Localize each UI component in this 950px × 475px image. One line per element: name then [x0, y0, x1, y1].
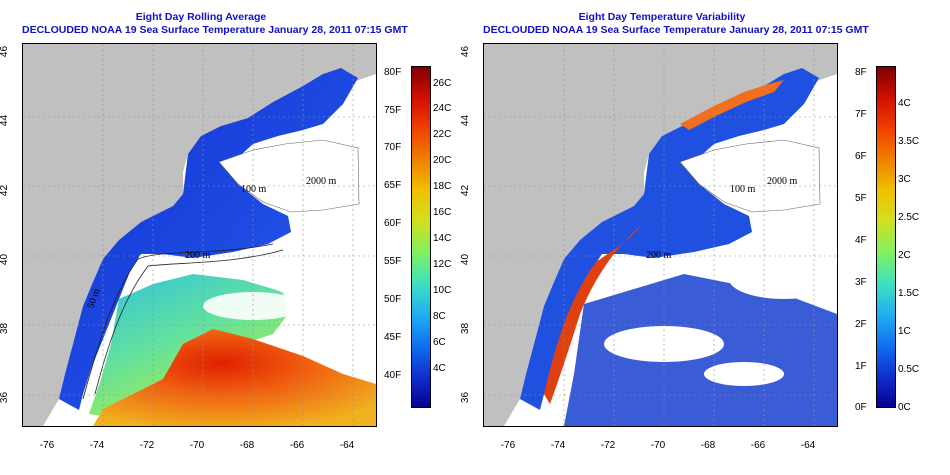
colorbar-f-label: 40F — [384, 370, 402, 381]
high-variability — [544, 214, 649, 404]
colorbar-c-label: 4C — [898, 98, 911, 109]
lat-tick-label: 44 — [460, 114, 472, 127]
lon-tick-label: -76 — [39, 440, 55, 451]
colorbar-f-label: 3F — [855, 277, 867, 288]
colorbar-f-label: 60F — [384, 218, 402, 229]
lon-tick-label: -76 — [500, 440, 516, 451]
lon-tick-label: -66 — [289, 440, 305, 451]
cold-water — [59, 68, 358, 410]
lat-tick-label: 38 — [0, 322, 11, 335]
lon-tick-label: -70 — [189, 440, 205, 451]
land-mass — [23, 44, 376, 426]
right-title: Eight Day Temperature Variability — [578, 11, 746, 23]
lon-tick-label: -72 — [600, 440, 616, 451]
colorbar-f-label: 50F — [384, 294, 402, 305]
colorbar-f-label: 7F — [855, 109, 867, 120]
right-map-image: 100 m 2000 m 200 m — [484, 44, 837, 426]
left-map: 100 m 2000 m 200 m 50 m — [22, 43, 377, 427]
colorbar-c-label: 20C — [433, 155, 452, 166]
lon-tick-label: -66 — [750, 440, 766, 451]
colorbar-c-label: 3C — [898, 174, 911, 185]
lon-tick-label: -68 — [239, 440, 255, 451]
lat-tick-label: 46 — [0, 45, 11, 58]
lon-tick-label: -74 — [550, 440, 566, 451]
lon-tick-label: -68 — [700, 440, 716, 451]
lat-tick-label: 42 — [0, 184, 11, 197]
right-subtitle: DECLOUDED NOAA 19 Sea Surface Temperatur… — [483, 24, 869, 36]
land-mass — [484, 44, 837, 426]
colorbar-f-label: 8F — [855, 67, 867, 78]
lon-tick-label: -72 — [139, 440, 155, 451]
colorbar-c-label: 24C — [433, 103, 452, 114]
left-subtitle: DECLOUDED NOAA 19 Sea Surface Temperatur… — [22, 24, 408, 36]
lat-tick-label: 38 — [460, 322, 472, 335]
lon-tick-label: -70 — [650, 440, 666, 451]
colorbar-c-label: 4C — [433, 363, 446, 374]
colorbar-f-label: 45F — [384, 332, 402, 343]
lon-tick-label: -74 — [89, 440, 105, 451]
colorbar-c-label: 2C — [898, 250, 911, 261]
lat-tick-label: 36 — [0, 391, 11, 404]
colorbar-c-label: 16C — [433, 207, 452, 218]
colorbar-f-label: 55F — [384, 256, 402, 267]
lat-tick-label: 40 — [0, 253, 11, 266]
right-colorbar — [876, 66, 896, 408]
colorbar-c-label: 10C — [433, 285, 452, 296]
colorbar-f-label: 80F — [384, 67, 402, 78]
colorbar-c-label: 22C — [433, 129, 452, 140]
colorbar-f-label: 6F — [855, 151, 867, 162]
variability-field — [520, 68, 819, 410]
colorbar-c-label: 14C — [433, 233, 452, 244]
contour-label: 100 m — [730, 184, 756, 195]
lat-tick-label: 42 — [460, 184, 472, 197]
colorbar-c-label: 1C — [898, 326, 911, 337]
colorbar-f-label: 1F — [855, 361, 867, 372]
lon-tick-label: -64 — [339, 440, 355, 451]
contour-label: 2000 m — [306, 176, 337, 187]
colorbar-c-label: 2.5C — [898, 212, 920, 223]
colorbar-f-label: 0F — [855, 402, 867, 413]
lat-tick-label: 46 — [460, 45, 472, 58]
colorbar-c-label: 3.5C — [898, 136, 920, 147]
contour-label: 200 m — [646, 250, 672, 261]
colorbar-c-label: 26C — [433, 78, 452, 89]
gulf-stream — [93, 329, 376, 426]
colorbar-c-label: 12C — [433, 259, 452, 270]
left-map-image: 100 m 2000 m 200 m 50 m — [23, 44, 376, 426]
colorbar-f-label: 65F — [384, 180, 402, 191]
contour-label: 200 m — [185, 250, 211, 261]
colorbar-c-label: 1.5C — [898, 288, 920, 299]
lat-tick-label: 40 — [460, 253, 472, 266]
colorbar-c-label: 0.5C — [898, 364, 920, 375]
left-title: Eight Day Rolling Average — [135, 11, 267, 23]
colorbar-f-label: 2F — [855, 319, 867, 330]
lat-tick-label: 44 — [0, 114, 11, 127]
colorbar-c-label: 8C — [433, 311, 446, 322]
left-colorbar — [411, 66, 431, 408]
colorbar-c-label: 6C — [433, 337, 446, 348]
right-map: 100 m 2000 m 200 m — [483, 43, 838, 427]
colorbar-c-label: 18C — [433, 181, 452, 192]
colorbar-f-label: 70F — [384, 142, 402, 153]
contour-label: 2000 m — [767, 176, 798, 187]
contour-label: 100 m — [241, 184, 267, 195]
colorbar-f-label: 75F — [384, 105, 402, 116]
colorbar-f-label: 5F — [855, 193, 867, 204]
lat-tick-label: 36 — [460, 391, 472, 404]
lon-tick-label: -64 — [800, 440, 816, 451]
colorbar-f-label: 4F — [855, 235, 867, 246]
colorbar-c-label: 0C — [898, 402, 911, 413]
